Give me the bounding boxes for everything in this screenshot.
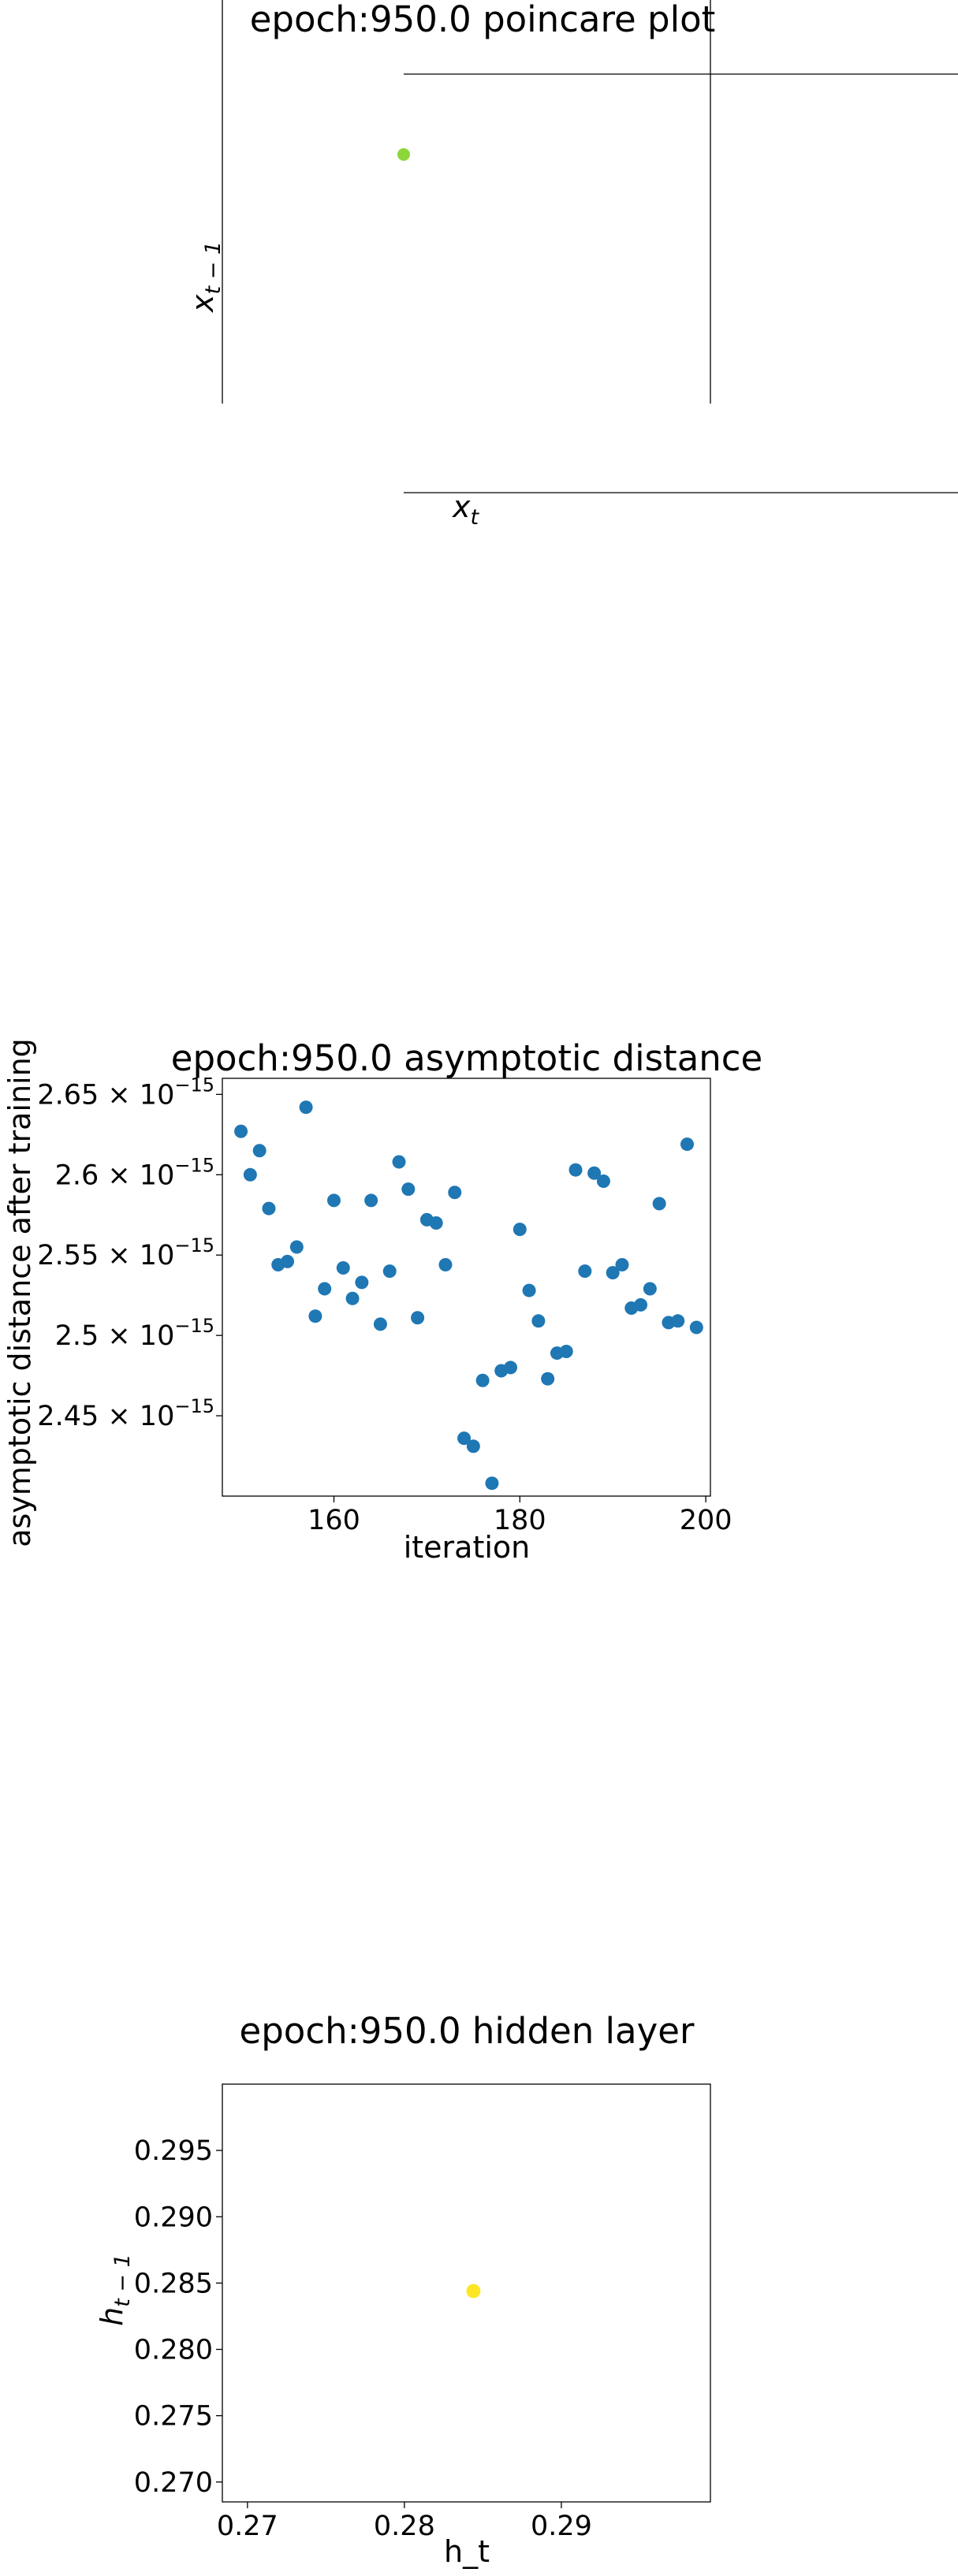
poincare-y-axis-label: xt − 1: [185, 241, 226, 313]
hidden-layer-chart: epoch:950.0 hidden layer 0.27 0.28 0.29 0.…: [95, 2010, 711, 2569]
asymptotic-data-point: [243, 1167, 257, 1182]
asymptotic-data-point: [281, 1254, 295, 1268]
hidden-layer-plot-frame: [222, 2083, 711, 2503]
asymptotic-x-axis-label: iteration: [404, 1530, 531, 1565]
asymptotic-data-point: [578, 1264, 592, 1279]
asymptotic-data-point: [596, 1174, 610, 1188]
asymptotic-data-point: [513, 1223, 527, 1237]
poincare-plot-chart: epoch:950.0 poincare plot xt xt − 1: [185, 0, 958, 530]
hidden-layer-data-point: [466, 2284, 481, 2299]
asymptotic-distance-chart: epoch:950.0 asymptotic distance 160 180 20…: [2, 1037, 762, 1565]
asymptotic-data-point: [252, 1144, 267, 1158]
asymptotic-data-point: [448, 1186, 462, 1200]
asymptotic-data-point: [382, 1264, 397, 1279]
asymptotic-data-point: [568, 1163, 583, 1177]
hidden-layer-y-ticks: 0.270 0.275 0.280 0.285 0.290 0.295: [134, 2135, 222, 2499]
asymptotic-data-point: [401, 1182, 416, 1197]
asymptotic-data-point: [457, 1431, 472, 1446]
asymptotic-data-point: [355, 1275, 369, 1290]
asymptotic-data-point: [504, 1361, 518, 1375]
asymptotic-y-tick-label: 2.6 × 10−15: [55, 1154, 214, 1191]
hidden-layer-x-axis-label: h_t: [444, 2534, 490, 2569]
asymptotic-data-point: [680, 1137, 695, 1152]
hidden-layer-title: epoch:950.0 hidden layer: [240, 2010, 695, 2052]
asymptotic-data-point: [689, 1320, 703, 1335]
asymptotic-y-tick-label: 2.5 × 10−15: [55, 1315, 214, 1352]
asymptotic-y-ticks: 2.45 × 10−15 2.5 × 10−15 2.55 × 10−15 2.6 ×…: [37, 1074, 222, 1432]
asymptotic-data-point: [634, 1297, 648, 1312]
asymptotic-data-point: [559, 1345, 573, 1359]
asymptotic-data-point: [652, 1197, 666, 1211]
asymptotic-data-point: [364, 1193, 378, 1208]
asymptotic-data-point: [606, 1266, 620, 1280]
hidden-layer-y-tick-label: 0.285: [134, 2268, 213, 2299]
asymptotic-data-point: [318, 1282, 332, 1296]
hidden-layer-y-axis-label: ht − 1: [95, 2254, 135, 2326]
asymptotic-data-point: [262, 1201, 276, 1215]
asymptotic-data-point: [429, 1215, 443, 1230]
asymptotic-data-point: [643, 1282, 657, 1296]
asymptotic-data-point: [466, 1439, 480, 1454]
asymptotic-data-point: [336, 1261, 350, 1275]
hidden-layer-y-tick-label: 0.295: [134, 2135, 213, 2167]
asymptotic-data-point: [615, 1257, 629, 1271]
asymptotic-data-point: [299, 1100, 313, 1115]
poincare-x-axis-label: xt: [452, 490, 480, 530]
hidden-layer-x-tick-label: 0.27: [217, 2511, 278, 2542]
hidden-layer-y-tick-label: 0.280: [134, 2335, 213, 2366]
asymptotic-data-point: [373, 1317, 387, 1331]
asymptotic-data-point: [541, 1372, 555, 1386]
poincare-data-point: [397, 148, 410, 161]
hidden-layer-y-tick-label: 0.275: [134, 2401, 213, 2433]
asymptotic-y-tick-label: 2.65 × 10−15: [37, 1074, 214, 1111]
asymptotic-data-point: [531, 1314, 546, 1328]
asymptotic-y-axis-label: asymptotic distance after training: [2, 1038, 37, 1547]
hidden-layer-x-tick-label: 0.29: [531, 2511, 592, 2542]
asymptotic-data-point: [234, 1124, 248, 1138]
asymptotic-data-point: [522, 1283, 536, 1297]
asymptotic-data-point: [475, 1373, 490, 1387]
asymptotic-data-point: [308, 1309, 322, 1323]
hidden-layer-y-tick-label: 0.270: [134, 2467, 213, 2499]
asymptotic-data-point: [345, 1291, 360, 1305]
hidden-layer-y-tick-label: 0.290: [134, 2202, 213, 2233]
asymptotic-data-point: [326, 1193, 341, 1208]
asymptotic-data-point: [671, 1314, 685, 1328]
asymptotic-plot-frame: [222, 1078, 711, 1497]
asymptotic-data-point: [289, 1240, 304, 1254]
asymptotic-data-point: [485, 1476, 499, 1491]
asymptotic-x-tick-label: 180: [494, 1505, 546, 1536]
hidden-layer-points: [466, 2284, 481, 2299]
asymptotic-data-point: [392, 1155, 406, 1169]
asymptotic-data-point: [411, 1311, 425, 1325]
asymptotic-x-tick-label: 160: [308, 1505, 360, 1536]
asymptotic-distance-title: epoch:950.0 asymptotic distance: [171, 1037, 762, 1079]
poincare-plot-title: epoch:950.0 poincare plot: [250, 0, 716, 40]
asymptotic-x-ticks: 160 180 200: [308, 1496, 732, 1536]
asymptotic-y-tick-label: 2.45 × 10−15: [37, 1395, 214, 1432]
asymptotic-data-point: [587, 1166, 602, 1180]
hidden-layer-x-tick-label: 0.28: [374, 2511, 435, 2542]
asymptotic-x-tick-label: 200: [680, 1505, 732, 1536]
asymptotic-y-tick-label: 2.55 × 10−15: [37, 1234, 214, 1271]
hidden-layer-x-ticks: 0.27 0.28 0.29: [217, 2502, 592, 2542]
asymptotic-points: [234, 1100, 703, 1491]
asymptotic-data-point: [438, 1257, 453, 1271]
